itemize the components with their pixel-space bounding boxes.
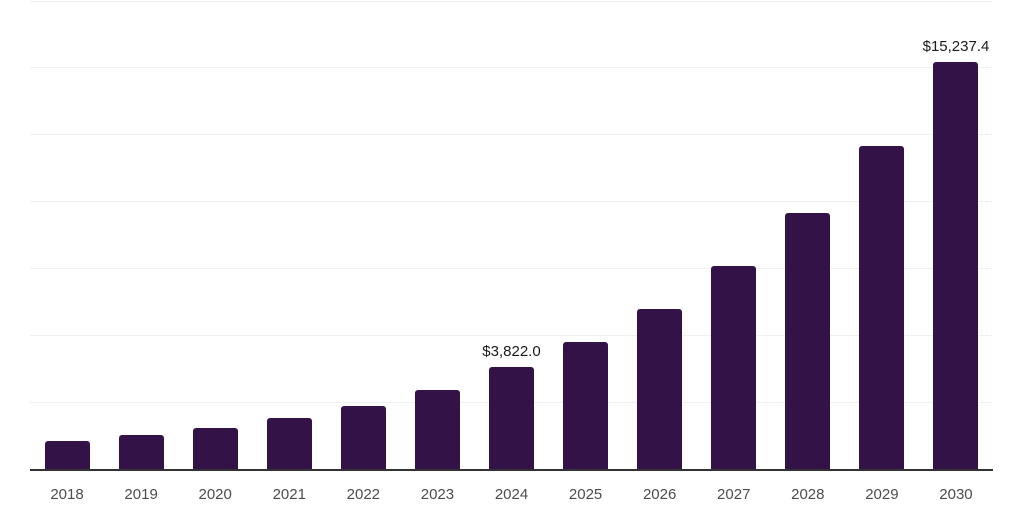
x-tick-label-2020: 2020 [198, 486, 232, 503]
x-tick-label-2029: 2029 [865, 486, 899, 503]
x-tick-label-2021: 2021 [272, 486, 306, 503]
x-axis-labels: 2018 2019 2020 2021 2022 2023 2024 2025 2026 2027… [30, 486, 993, 503]
bar-slot-2018 [30, 1, 104, 469]
bar-slot-2021 [252, 1, 326, 469]
bar-slot-2020 [178, 1, 252, 469]
x-tick-label-2025: 2025 [568, 486, 603, 503]
bar-2026 [637, 308, 683, 469]
bar-2022 [340, 406, 386, 469]
bar-2028 [785, 212, 831, 469]
value-label-2024: $3,822.0 [482, 342, 541, 360]
x-tick-label-2024: 2024 [494, 486, 529, 503]
gridline [30, 201, 993, 203]
bar-2027 [711, 265, 757, 469]
bar-2025 [563, 341, 609, 469]
bar-slot-2029 [845, 1, 919, 469]
x-tick-label-2026: 2026 [642, 486, 677, 503]
gridline [30, 0, 993, 2]
bar-2030 [933, 61, 979, 469]
gridline [30, 67, 993, 69]
bar-slot-2027 [697, 1, 771, 469]
bar-2024 [489, 366, 534, 469]
gridline [30, 134, 993, 136]
x-tick-label-2022: 2022 [346, 486, 381, 503]
bar-2019 [118, 435, 164, 469]
bar-slot-2023 [400, 1, 474, 469]
bar-slots: $3,822.0 $15,237.4 [30, 1, 993, 469]
bar-2029 [859, 145, 905, 469]
plot-area: $3,822.0 $15,237.4 [30, 0, 993, 471]
bar-2018 [44, 440, 90, 469]
x-tick-label-2018: 2018 [50, 486, 84, 503]
bar-slot-2028 [771, 1, 845, 469]
bar-slot-2030: $15,237.4 [919, 1, 993, 469]
x-tick-label-2027: 2027 [717, 486, 751, 503]
x-tick-label-2023: 2023 [420, 486, 455, 503]
bar-slot-2022 [326, 1, 400, 469]
bar-slot-2019 [104, 1, 178, 469]
bar-slot-2026 [623, 1, 697, 469]
x-tick-label-2028: 2028 [791, 486, 825, 503]
gridline [30, 334, 993, 336]
bar-2021 [266, 418, 312, 469]
x-tick-label-2019: 2019 [124, 486, 158, 503]
bar-2020 [192, 427, 238, 469]
value-label-2030: $15,237.4 [922, 37, 990, 55]
bar-2023 [414, 389, 460, 469]
bar-slot-2024: $3,822.0 [474, 1, 548, 469]
bar-slot-2025 [549, 1, 623, 469]
x-tick-label-2030: 2030 [939, 486, 973, 503]
gridline [30, 267, 993, 269]
